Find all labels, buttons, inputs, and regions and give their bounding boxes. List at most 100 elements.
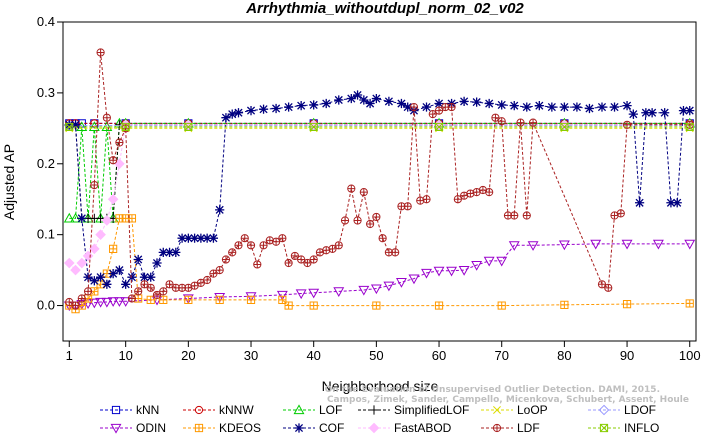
data-point-cof — [171, 247, 181, 257]
data-point-ldf — [102, 113, 111, 122]
legend-item-cof: COF — [283, 421, 344, 434]
legend-swatch-marker — [111, 405, 121, 415]
data-point-cof — [672, 198, 682, 208]
x-tick-label: 1 — [66, 348, 73, 363]
data-point-cof — [534, 101, 544, 111]
data-point-ldf — [328, 244, 337, 253]
data-point-ldf — [83, 287, 93, 296]
data-point-ldf — [96, 48, 105, 57]
data-point-cof — [359, 95, 369, 105]
plot-frame — [62, 21, 697, 342]
data-point-cof — [202, 233, 212, 243]
data-point-ldf — [240, 234, 249, 243]
watermark-line-1: Campos, Zimek, Sander, Campello, Micenko… — [327, 395, 689, 405]
legend-label: LOF — [319, 403, 342, 417]
data-point-cof — [89, 276, 99, 286]
data-point-ldf — [510, 211, 519, 220]
data-point-kdeos — [127, 214, 137, 223]
legend-swatch-marker — [493, 406, 501, 414]
data-point-odin — [358, 285, 370, 296]
data-point-ldf — [215, 266, 224, 275]
data-point-cof — [102, 279, 112, 289]
data-point-ldf — [372, 212, 381, 222]
data-point-ldf — [403, 202, 412, 211]
series-line-kdeos — [69, 217, 690, 310]
data-point-ldf — [466, 189, 475, 198]
data-point-cof — [146, 272, 156, 282]
data-point-cof — [660, 108, 670, 118]
data-point-cof — [77, 213, 87, 223]
data-point-cof — [634, 198, 645, 208]
data-point-ldf — [434, 106, 444, 115]
data-point-ldf — [485, 188, 494, 197]
legend-item-odin: ODIN — [100, 421, 166, 434]
data-point-cof — [177, 233, 187, 243]
data-point-kdeos — [246, 295, 256, 304]
data-point-ldf — [284, 258, 293, 268]
legend-swatch-marker — [293, 404, 305, 415]
data-point-cof — [127, 272, 137, 282]
legend-label: FastABOD — [394, 421, 452, 434]
series-line-ldf — [69, 52, 690, 307]
data-point-ldf — [322, 246, 331, 255]
data-point-ldf — [422, 195, 431, 204]
data-point-cof — [685, 106, 695, 116]
data-point-cof — [296, 101, 306, 111]
data-point-cof — [258, 104, 269, 114]
data-point-cof — [472, 97, 482, 107]
data-point-cof — [396, 98, 407, 109]
legend-label: INFLO — [624, 421, 659, 434]
data-point-odin — [508, 241, 520, 251]
data-point-cof — [208, 233, 219, 243]
data-point-odin — [245, 292, 257, 302]
data-point-inflo — [685, 122, 694, 132]
legend-label: ODIN — [136, 421, 166, 434]
legend-label: SimplifiedLOF — [394, 403, 469, 417]
data-point-kdeos — [215, 295, 224, 304]
data-point-ldf — [109, 156, 118, 165]
series-ldf — [65, 48, 694, 310]
legend-label: kNN — [136, 403, 159, 417]
y-axis: 0.0 0.1 0.2 0.3 0.4 — [37, 14, 63, 313]
legend-item-ldf: LDF — [481, 421, 540, 434]
data-point-kdeos — [159, 295, 168, 304]
series-kdeos — [65, 214, 694, 314]
legend-label: LoOP — [517, 403, 548, 417]
data-point-cof — [509, 101, 519, 111]
data-point-kdeos — [184, 295, 193, 304]
data-point-ldf — [491, 113, 500, 122]
data-point-cof — [83, 272, 93, 282]
legend-item-simplifiedlof: SimplifiedLOF — [358, 403, 469, 417]
data-point-ldf — [353, 216, 362, 225]
data-point-cof — [96, 272, 106, 282]
data-point-ldf — [77, 294, 86, 303]
data-point-ldf — [203, 275, 212, 285]
data-point-fastabod — [82, 250, 94, 262]
data-point-cof — [334, 95, 344, 105]
x-axis: 1 10 20 30 40 50 60 70 80 90 100 — [66, 341, 701, 363]
data-point-odin — [408, 274, 420, 285]
data-point-odin — [88, 298, 100, 309]
data-point-inflo — [560, 122, 569, 132]
data-point-fastabod — [70, 264, 81, 276]
series-line-simplifiedlof — [69, 124, 690, 219]
y-tick-label: 0.0 — [37, 298, 55, 313]
data-point-ldf — [159, 287, 168, 296]
data-point-cof — [70, 120, 81, 130]
data-point-ldf — [303, 258, 312, 268]
data-point-ldf — [290, 251, 299, 261]
data-point-ldf — [359, 188, 368, 197]
data-point-lof — [63, 212, 75, 223]
data-point-cof — [271, 103, 281, 114]
data-point-odin — [421, 268, 432, 279]
data-point-cof — [459, 96, 469, 106]
series-inflo — [65, 122, 694, 132]
data-point-cof — [233, 108, 244, 118]
y-tick-label: 0.2 — [37, 156, 55, 171]
data-point-odin — [590, 239, 602, 250]
x-tick-label: 20 — [181, 348, 195, 363]
data-point-cof — [597, 102, 607, 112]
data-point-fastabod — [76, 257, 88, 269]
data-point-kdeos — [284, 301, 293, 310]
data-point-ldf — [115, 138, 124, 147]
